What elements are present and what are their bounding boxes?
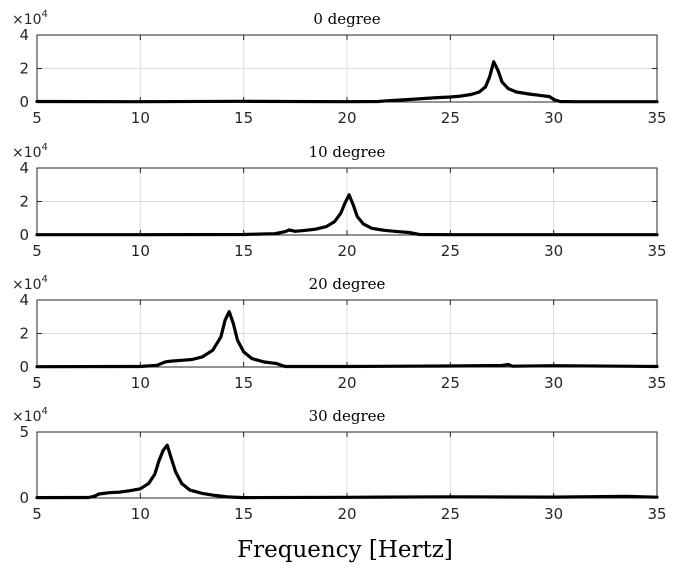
x-tick-label: 10 [131, 242, 150, 260]
x-tick-label: 20 [337, 242, 356, 260]
y-tick-label: 2 [19, 60, 29, 78]
x-tick-label: 15 [234, 505, 253, 523]
y-multiplier-base: ×10 [12, 277, 42, 293]
x-tick-label: 30 [544, 242, 563, 260]
x-tick-label: 35 [647, 109, 666, 127]
x-tick-label: 10 [131, 374, 150, 392]
x-tick-label: 20 [337, 505, 356, 523]
x-tick-label: 10 [131, 109, 150, 127]
y-tick-label: 4 [19, 159, 29, 177]
y-tick-label: 5 [19, 423, 29, 441]
y-tick-label: 0 [19, 489, 29, 507]
y-tick-label: 0 [19, 93, 29, 111]
x-tick-label: 35 [647, 374, 666, 392]
x-tick-label: 5 [32, 505, 42, 523]
x-tick-label: 5 [32, 109, 42, 127]
y-tick-label: 0 [19, 358, 29, 376]
x-tick-label: 25 [441, 109, 460, 127]
x-tick-label: 30 [544, 109, 563, 127]
y-multiplier-label: ×104 [12, 142, 48, 161]
series-line-0 [35, 60, 659, 104]
x-tick-label: 5 [32, 242, 42, 260]
x-tick-label: 10 [131, 505, 150, 523]
x-tick-label: 15 [234, 374, 253, 392]
y-tick-label: 2 [19, 325, 29, 343]
y-multiplier-base: ×10 [12, 12, 42, 28]
subplot-0: 5 10 15 20 25 30 35 0 2 4×104 0 degree [12, 9, 667, 127]
x-tick-label: 25 [441, 505, 460, 523]
subplot-2: 5 10 15 20 25 30 35 0 2 4×104 20 degree [12, 274, 667, 392]
y-tick-label: 4 [19, 26, 29, 44]
x-tick-label: 5 [32, 374, 42, 392]
x-tick-label: 15 [234, 242, 253, 260]
y-multiplier-exponent: 4 [42, 274, 48, 285]
y-tick-label: 0 [19, 226, 29, 244]
x-tick-label: 20 [337, 374, 356, 392]
y-multiplier-label: ×104 [12, 406, 48, 425]
x-tick-label: 35 [647, 505, 666, 523]
y-tick-label: 4 [19, 291, 29, 309]
x-tick-label: 35 [647, 242, 666, 260]
subplot-1: 5 10 15 20 25 30 35 0 2 4×104 10 degree [12, 142, 667, 260]
panel-title: 30 degree [309, 407, 386, 425]
x-axis-title: Frequency [Hertz] [237, 537, 453, 563]
y-multiplier-label: ×104 [12, 9, 48, 28]
y-multiplier-base: ×10 [12, 145, 42, 161]
panel-title: 0 degree [313, 10, 380, 28]
series-line-0 [35, 443, 659, 500]
panel-title: 10 degree [309, 143, 386, 161]
x-tick-label: 20 [337, 109, 356, 127]
x-tick-label: 25 [441, 374, 460, 392]
y-multiplier-exponent: 4 [42, 9, 48, 20]
y-multiplier-exponent: 4 [42, 142, 48, 153]
series-line-0 [35, 310, 659, 369]
y-multiplier-base: ×10 [12, 409, 42, 425]
x-tick-label: 30 [544, 505, 563, 523]
y-multiplier-exponent: 4 [42, 406, 48, 417]
y-tick-label: 2 [19, 193, 29, 211]
x-tick-label: 30 [544, 374, 563, 392]
series-line-0 [35, 193, 659, 237]
x-tick-label: 25 [441, 242, 460, 260]
y-multiplier-label: ×104 [12, 274, 48, 293]
x-tick-label: 15 [234, 109, 253, 127]
panel-title: 20 degree [309, 275, 386, 293]
